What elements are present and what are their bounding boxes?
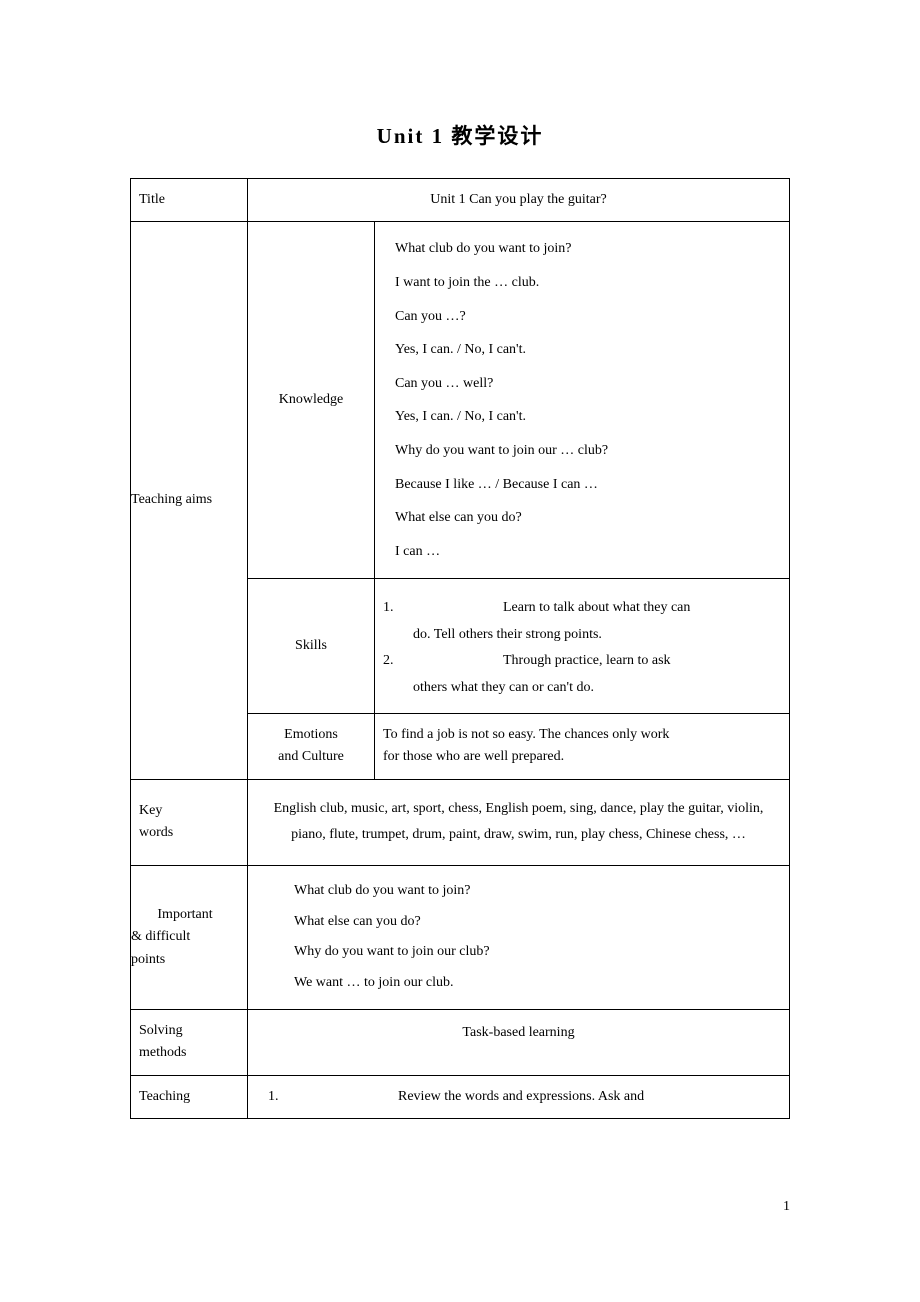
knowledge-row: Teaching aims Knowledge What club do you… [131, 222, 790, 579]
solving-content: Task-based learning [248, 1010, 790, 1076]
knowledge-line: I want to join the … club. [395, 266, 781, 300]
skills-cont: others what they can or can't do. [383, 677, 781, 699]
knowledge-content: What club do you want to join? I want to… [375, 222, 790, 579]
skills-list: 1. Learn to talk about what they can do.… [383, 589, 781, 703]
keywords-label: Key words [131, 779, 248, 865]
lesson-plan-table: Title Unit 1 Can you play the guitar? Te… [130, 178, 790, 1119]
teaching-item: 1. Review the words and expressions. Ask… [256, 1086, 781, 1108]
page-number: 1 [0, 1159, 920, 1215]
teaching-num: 1. [256, 1086, 288, 1108]
knowledge-line: Can you …? [395, 300, 781, 334]
keywords-label-2: words [139, 822, 239, 844]
skills-num: 1. [383, 597, 403, 619]
title-value: Unit 1 Can you play the guitar? [248, 179, 790, 222]
teaching-row: Teaching 1. Review the words and express… [131, 1075, 790, 1118]
skills-item: 1. Learn to talk about what they can [383, 597, 781, 619]
keywords-label-1: Key [139, 800, 239, 822]
keywords-text: English club, music, art, sport, chess, … [256, 790, 781, 855]
important-label: Important & difficult points [131, 865, 248, 1009]
emotions-label: Emotions and Culture [248, 713, 375, 779]
important-label-1: Important [131, 904, 239, 926]
teaching-aims-text: Teaching aims [131, 492, 212, 507]
teaching-text: Review the words and expressions. Ask an… [398, 1086, 781, 1108]
important-line: What else can you do? [294, 907, 781, 938]
teaching-label: Teaching [131, 1075, 248, 1118]
emotions-label-1: Emotions [256, 724, 366, 746]
document-page: Unit 1 教学设计 Title Unit 1 Can you play th… [0, 0, 920, 1159]
solving-label-2: methods [139, 1042, 239, 1064]
skills-text: Learn to talk about what they can [503, 597, 781, 619]
knowledge-line: Because I like … / Because I can … [395, 468, 781, 502]
title-row: Title Unit 1 Can you play the guitar? [131, 179, 790, 222]
important-row: Important & difficult points What club d… [131, 865, 790, 1009]
emotions-text-1: To find a job is not so easy. The chance… [383, 724, 781, 746]
knowledge-line: Can you … well? [395, 367, 781, 401]
skills-label: Skills [248, 579, 375, 714]
emotions-label-2: and Culture [256, 746, 366, 768]
important-line: What club do you want to join? [294, 876, 781, 907]
important-label-3: points [131, 949, 239, 971]
important-line: We want … to join our club. [294, 968, 781, 999]
skills-text: Through practice, learn to ask [503, 650, 781, 672]
keywords-content: English club, music, art, sport, chess, … [248, 779, 790, 865]
skills-item: 2. Through practice, learn to ask [383, 650, 781, 672]
knowledge-line: I can … [395, 535, 781, 569]
page-title: Unit 1 教学设计 [130, 120, 790, 150]
skills-content: 1. Learn to talk about what they can do.… [375, 579, 790, 714]
keywords-row: Key words English club, music, art, spor… [131, 779, 790, 865]
skills-cont: do. Tell others their strong points. [383, 624, 781, 646]
knowledge-line: What else can you do? [395, 501, 781, 535]
knowledge-lines: What club do you want to join? I want to… [383, 232, 781, 568]
solving-label-1: Solving [139, 1020, 239, 1042]
important-lines: What club do you want to join? What else… [256, 876, 781, 999]
skills-num: 2. [383, 650, 403, 672]
teaching-aims-label: Teaching aims [131, 222, 248, 779]
knowledge-line: Yes, I can. / No, I can't. [395, 333, 781, 367]
emotions-text-2: for those who are well prepared. [383, 746, 781, 768]
solving-row: Solving methods Task-based learning [131, 1010, 790, 1076]
important-label-2: & difficult [131, 926, 239, 948]
knowledge-line: What club do you want to join? [395, 232, 781, 266]
knowledge-label: Knowledge [248, 222, 375, 579]
title-label: Title [131, 179, 248, 222]
knowledge-line: Yes, I can. / No, I can't. [395, 400, 781, 434]
important-line: Why do you want to join our club? [294, 937, 781, 968]
teaching-content: 1. Review the words and expressions. Ask… [248, 1075, 790, 1118]
knowledge-line: Why do you want to join our … club? [395, 434, 781, 468]
solving-label: Solving methods [131, 1010, 248, 1076]
emotions-content: To find a job is not so easy. The chance… [375, 713, 790, 779]
important-content: What club do you want to join? What else… [248, 865, 790, 1009]
